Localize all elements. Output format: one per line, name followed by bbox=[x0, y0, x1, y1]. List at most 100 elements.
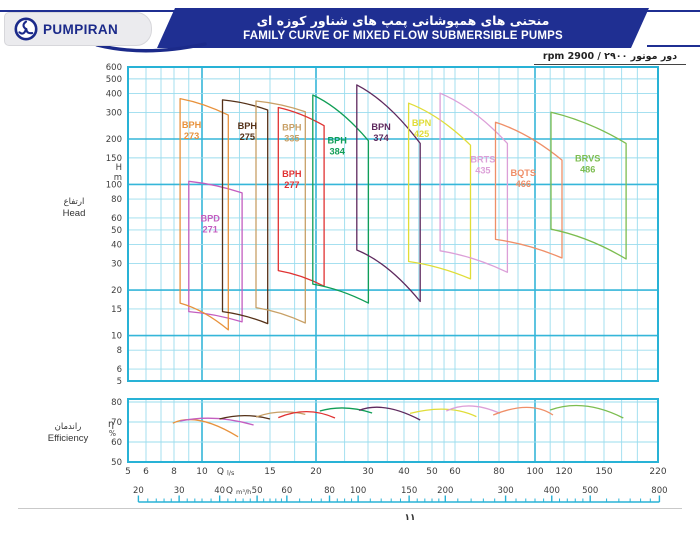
pump-regions bbox=[179, 84, 627, 331]
svg-text:400: 400 bbox=[544, 486, 560, 496]
svg-text:m³/h: m³/h bbox=[236, 488, 251, 496]
svg-text:50: 50 bbox=[426, 467, 438, 477]
efficiency-curve-BQTS-466 bbox=[492, 406, 554, 416]
pump-region-label-BPN-374: BPN 374 bbox=[371, 122, 391, 143]
pumpiran-logo: PUMPIRAN bbox=[4, 12, 152, 46]
svg-text:Q: Q bbox=[217, 467, 224, 477]
motor-speed-label: دور موتور ۲۹۰۰ / 2900 rpm bbox=[534, 51, 686, 65]
svg-text:600: 600 bbox=[106, 63, 122, 73]
svg-text:Q: Q bbox=[226, 486, 233, 496]
efficiency-curve-BPH-384 bbox=[319, 407, 373, 414]
footer-rule bbox=[18, 508, 682, 509]
axis-labels: 5 6 8 10 15 20 30 40 50 60 80 100 150 200 300 400 500 600… bbox=[106, 63, 667, 477]
svg-text:80: 80 bbox=[493, 467, 505, 477]
efficiency-axis-title: راندمان Efficiency bbox=[28, 422, 108, 445]
svg-text:15: 15 bbox=[264, 467, 275, 477]
svg-text:100: 100 bbox=[106, 180, 122, 190]
svg-text:80: 80 bbox=[111, 398, 122, 408]
pump-region-BPH-273 bbox=[179, 97, 229, 331]
svg-text:6: 6 bbox=[143, 467, 149, 477]
svg-text:50: 50 bbox=[111, 458, 122, 468]
logo-swoosh bbox=[95, 42, 207, 53]
svg-text:300: 300 bbox=[106, 108, 122, 118]
efficiency-axis-title-farsi: راندمان bbox=[54, 422, 82, 432]
svg-text:η: η bbox=[108, 419, 114, 430]
pump-region-label-BPH-273: BPH 273 bbox=[182, 120, 202, 141]
head-axis-title-english: Head bbox=[62, 208, 86, 219]
svg-text:8: 8 bbox=[171, 467, 177, 477]
svg-text:30: 30 bbox=[174, 486, 185, 496]
grid bbox=[127, 66, 659, 463]
efficiency-curve-BRTS-435 bbox=[446, 405, 501, 414]
svg-text:40: 40 bbox=[214, 486, 225, 496]
svg-text:5: 5 bbox=[117, 377, 122, 387]
svg-text:150: 150 bbox=[106, 154, 122, 164]
head-axis-title: ارتفاع Head bbox=[34, 197, 114, 220]
svg-text:10: 10 bbox=[111, 332, 122, 342]
head-axis-title-farsi: ارتفاع bbox=[63, 197, 85, 207]
svg-text:30: 30 bbox=[111, 259, 122, 269]
efficiency-curve-BPD-271 bbox=[179, 417, 254, 426]
svg-text:500: 500 bbox=[106, 75, 122, 85]
efficiency-curves bbox=[172, 404, 624, 438]
svg-text:60: 60 bbox=[111, 438, 122, 448]
svg-text:8: 8 bbox=[117, 346, 122, 356]
svg-text:200: 200 bbox=[437, 486, 453, 496]
efficiency-curve-BPH-277 bbox=[278, 410, 336, 419]
efficiency-axis-title-english: Efficiency bbox=[47, 433, 89, 444]
svg-text:30: 30 bbox=[362, 467, 374, 477]
pump-region-label-BPD-271: BPD 271 bbox=[200, 214, 220, 235]
svg-text:20: 20 bbox=[310, 467, 322, 477]
efficiency-curve-BPH-335 bbox=[255, 411, 306, 418]
svg-text:200: 200 bbox=[106, 135, 122, 145]
svg-text:300: 300 bbox=[497, 486, 513, 496]
pump-region-BPH-335 bbox=[255, 100, 306, 324]
svg-text:60: 60 bbox=[111, 214, 122, 224]
pump-region-BPH-384 bbox=[312, 94, 370, 304]
svg-text:400: 400 bbox=[106, 90, 122, 100]
pump-region-BQTS-466 bbox=[494, 121, 563, 259]
pump-region-BPH-275 bbox=[221, 99, 269, 325]
svg-text:80: 80 bbox=[324, 486, 335, 496]
efficiency-curve-BRVS-486 bbox=[549, 404, 624, 419]
pump-region-label-BPH-275: BPH 275 bbox=[238, 121, 258, 142]
svg-text:70: 70 bbox=[111, 418, 122, 428]
svg-text:100: 100 bbox=[350, 486, 366, 496]
impeller-logo-icon bbox=[14, 17, 38, 41]
efficiency-curve-BPH-273 bbox=[172, 418, 239, 438]
page-title-farsi: منحنی های همپوشانی پمپ های شناور کوزه ای bbox=[256, 13, 550, 28]
pump-region-label-BQTS-466: BQTS 466 bbox=[511, 168, 537, 189]
pump-region-label-BPN-425: BPN 425 bbox=[412, 118, 432, 139]
svg-text:l/s: l/s bbox=[227, 469, 235, 477]
pump-region-BPN-374 bbox=[356, 84, 421, 303]
flow-ruler-m3h: 20 30 40 50 60 80 100 150 200 300 400 500 800 Q m³/h bbox=[133, 486, 668, 503]
svg-text:800: 800 bbox=[651, 486, 667, 496]
pump-region-BRTS-435 bbox=[439, 92, 509, 273]
svg-text:220: 220 bbox=[649, 467, 666, 477]
title-banner: منحنی های همپوشانی پمپ های شناور کوزه ای… bbox=[157, 8, 649, 48]
header-right-rule bbox=[647, 45, 700, 47]
pump-region-BPN-425 bbox=[407, 102, 472, 280]
svg-text:50: 50 bbox=[111, 226, 122, 236]
svg-text:20: 20 bbox=[111, 286, 122, 296]
pump-region-label-BPH-335: BPH 335 bbox=[282, 122, 302, 143]
pump-region-label-BPH-277: BPH 277 bbox=[282, 169, 302, 190]
svg-text:150: 150 bbox=[401, 486, 417, 496]
chart-frames bbox=[127, 66, 659, 463]
svg-text:%: % bbox=[109, 429, 116, 438]
svg-text:60: 60 bbox=[449, 467, 461, 477]
svg-text:500: 500 bbox=[582, 486, 598, 496]
svg-text:H: H bbox=[116, 163, 122, 173]
efficiency-curve-BPH-275 bbox=[219, 414, 271, 420]
svg-text:120: 120 bbox=[555, 467, 572, 477]
pump-region-labels: BPD 271 BPH 273 BPH 275 BPH 335 BPH 277 BPH 384 BPN 3… bbox=[182, 118, 601, 234]
efficiency-curve-BPN-425 bbox=[409, 408, 477, 418]
svg-text:m: m bbox=[114, 173, 122, 183]
svg-text:60: 60 bbox=[281, 486, 292, 496]
svg-text:6: 6 bbox=[117, 365, 122, 375]
pump-region-BPD-271 bbox=[188, 180, 243, 323]
efficiency-curve-BPN-374 bbox=[358, 406, 421, 421]
svg-text:40: 40 bbox=[111, 241, 122, 251]
